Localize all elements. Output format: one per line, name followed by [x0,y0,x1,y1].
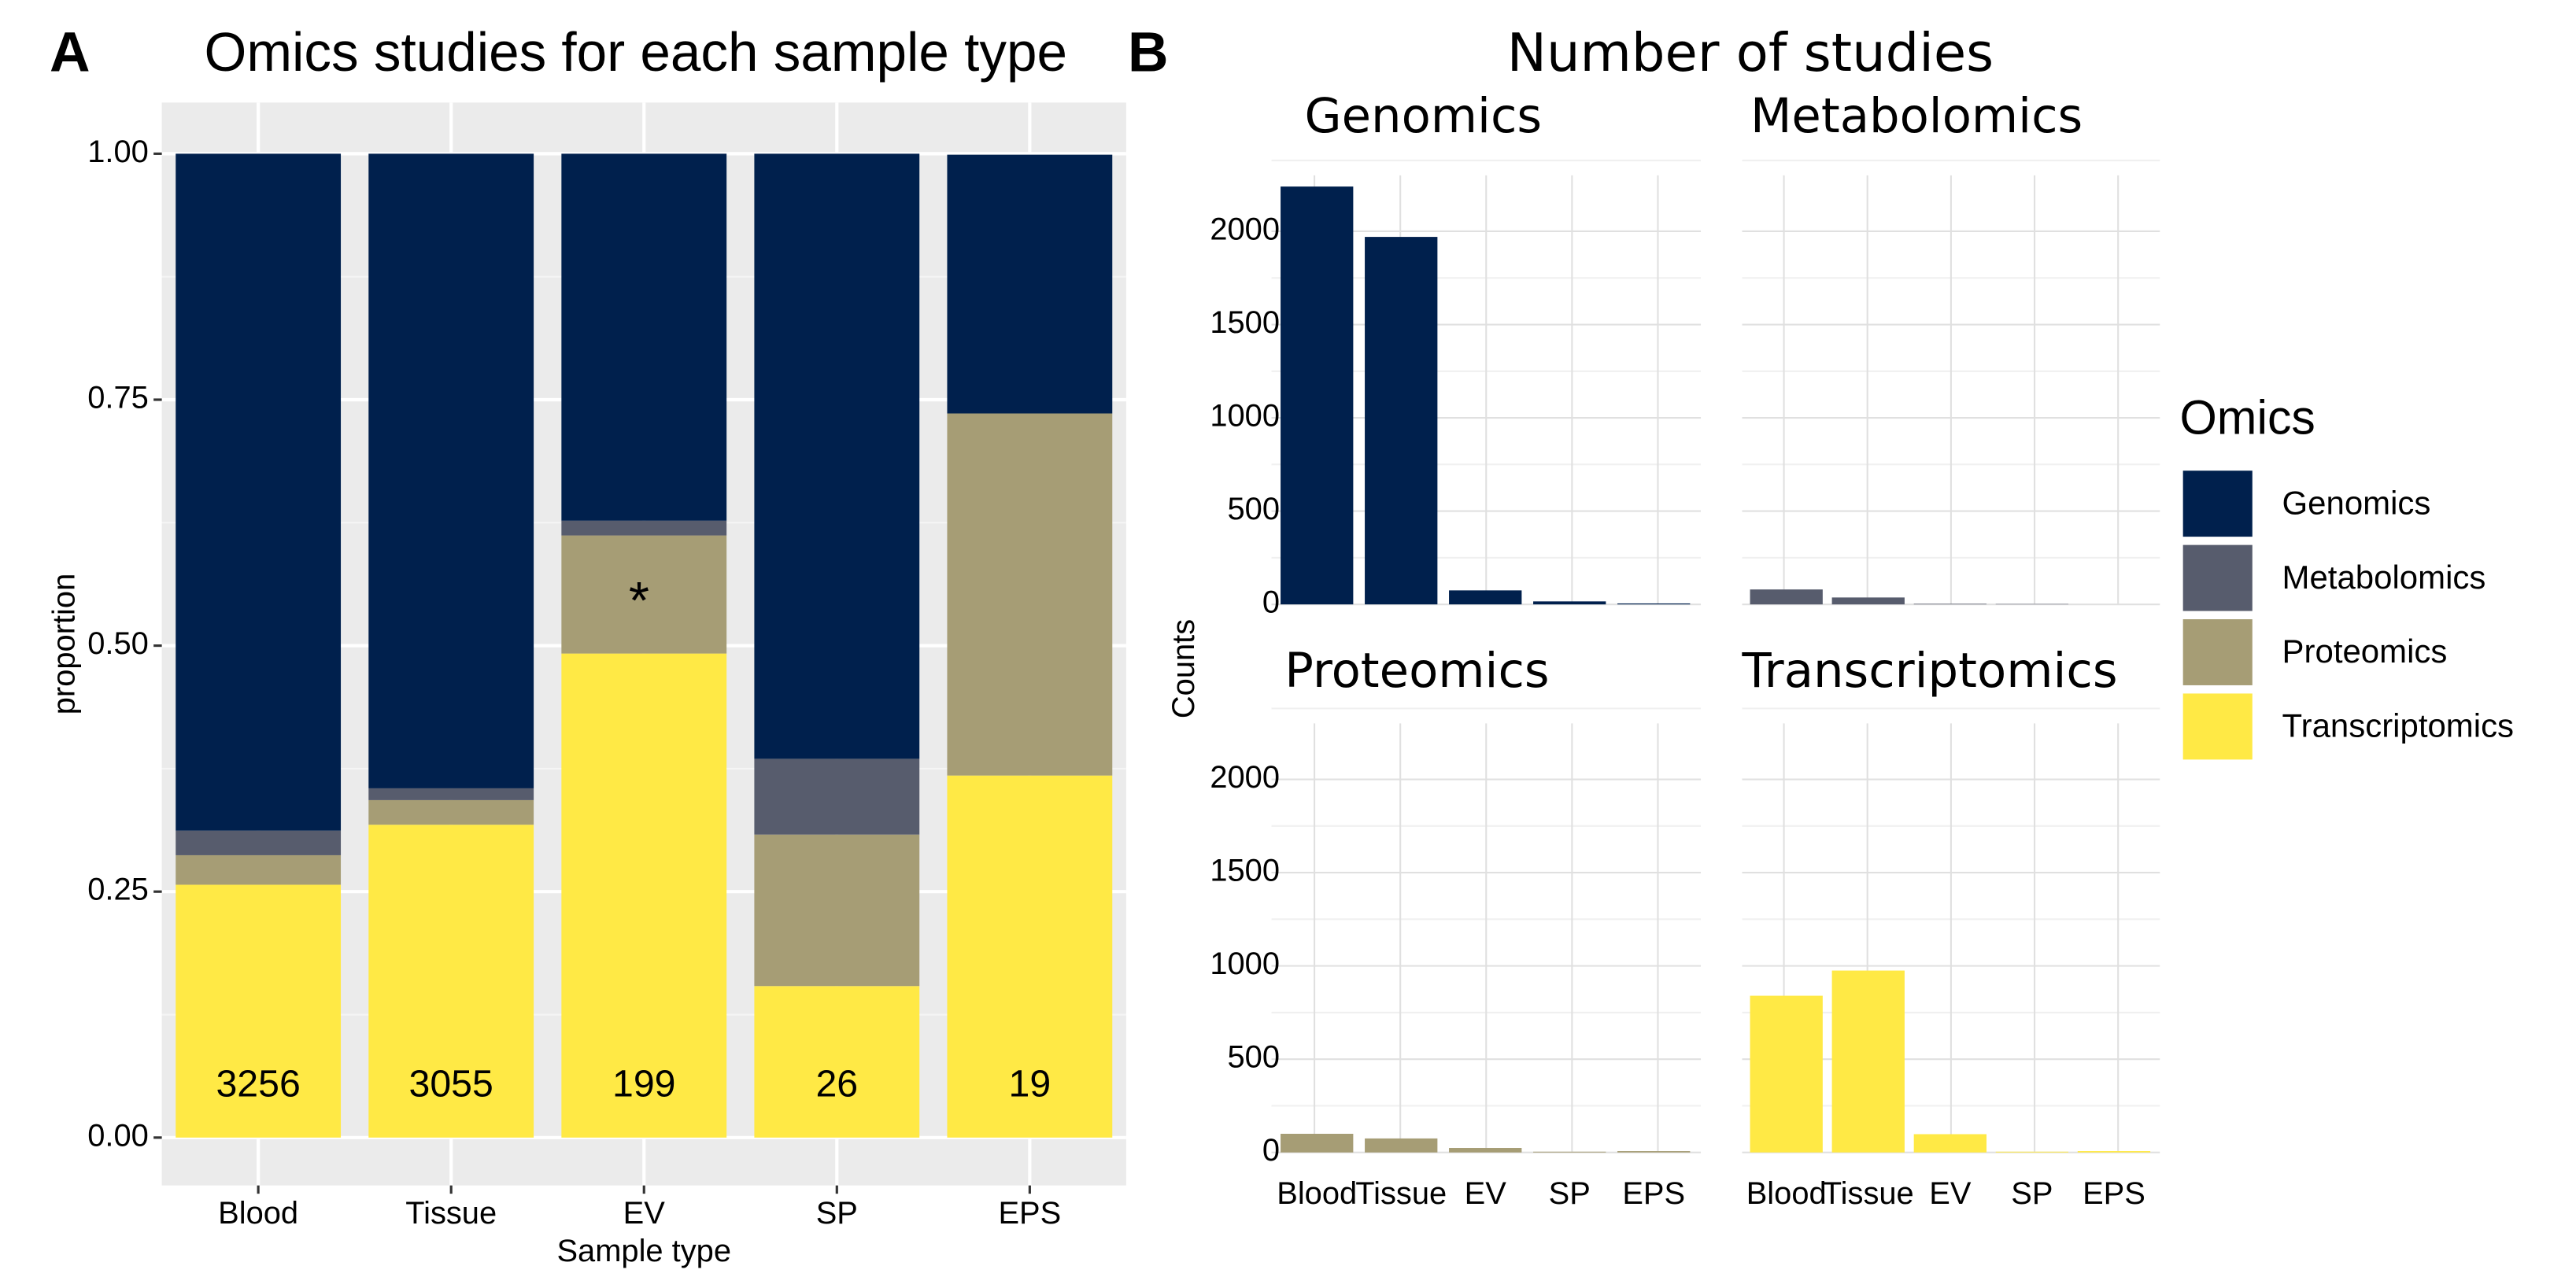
legend-key [2182,693,2253,760]
total-label: 19 [1009,1063,1051,1105]
legend-key [2182,471,2253,537]
panel-label: B [1128,20,1169,83]
total-label: 3256 [216,1063,300,1105]
bar [1617,1151,1691,1153]
bar-segment [754,834,920,987]
x-tick-label: SP [2011,1176,2053,1211]
bar [1449,1148,1522,1153]
chart-title: Number of studies [1507,22,1994,83]
y-tick-label: 0 [1262,1133,1280,1168]
bar [1831,970,1905,1153]
chart-title: Omics studies for each sample type [205,21,1067,83]
y-tick-label: 2000 [1210,212,1280,247]
x-tick-label: Tissue [1823,1176,1914,1211]
x-tick-label: EPS [2083,1176,2145,1211]
bar [2077,1151,2151,1153]
bar-segment [947,413,1113,776]
x-tick-label: SP [1549,1176,1591,1211]
legend-label: Genomics [2282,484,2431,521]
y-tick-label: 1000 [1210,947,1280,981]
bar-segment [947,775,1113,1138]
legend-key [2182,619,2253,685]
x-tick-label: Blood [1277,1176,1357,1211]
x-axis-title: Sample type [556,1234,731,1268]
y-tick-label: 0 [1262,585,1280,620]
bar [1831,597,1905,605]
bar-segment [176,830,342,855]
bar [1750,589,1823,605]
x-tick-label: Blood [218,1196,298,1231]
y-tick-label: 500 [1227,492,1280,526]
bar [1533,601,1606,605]
x-tick-label: EV [1465,1176,1507,1211]
x-tick-label: EV [1929,1176,1972,1211]
x-tick-label: EPS [1622,1176,1685,1211]
y-tick-label: 500 [1227,1040,1280,1075]
facet-title: Transcriptomics [1741,644,2117,699]
bar-segment [176,153,342,831]
bar-segment [368,788,534,800]
bar-segment [561,520,727,536]
y-tick-label: 1500 [1210,305,1280,340]
facet-title: Genomics [1304,89,1542,144]
panel-label: A [50,20,91,83]
x-tick-label: Blood [1746,1176,1827,1211]
facet-title: Proteomics [1284,644,1549,699]
bar [1449,590,1522,605]
x-tick-label: Tissue [1355,1176,1447,1211]
bar [1281,186,1354,605]
bar-segment [368,825,534,1138]
total-label: 199 [612,1063,676,1105]
bar [1995,1151,2069,1153]
bar [1281,1133,1354,1153]
y-tick-label: 0.50 [87,626,149,661]
x-tick-label: Tissue [405,1196,497,1231]
y-axis-title: proportion [46,574,81,714]
total-label: 26 [815,1063,858,1105]
bar-segment [754,758,920,835]
legend-title: Omics [2179,390,2315,444]
y-axis-title: Counts [1166,619,1201,718]
bar-segment [368,153,534,788]
x-tick-label: EPS [998,1196,1061,1231]
bar [1750,995,1823,1153]
y-tick-label: 1000 [1210,399,1280,434]
bar-segment [561,535,727,654]
y-tick-label: 0.00 [87,1118,149,1153]
y-tick-label: 2000 [1210,760,1280,795]
bar-segment [176,854,342,885]
annotation: * [629,571,649,630]
y-tick-label: 1500 [1210,854,1280,888]
bar [1365,237,1438,605]
bar-segment [561,153,727,521]
bar [1913,603,1987,605]
bar [1617,603,1691,605]
y-tick-label: 0.25 [87,873,149,907]
bar [1913,1134,1987,1153]
x-tick-label: EV [623,1196,666,1231]
bar-segment [561,653,727,1138]
bar-segment [368,799,534,825]
bar [1365,1138,1438,1153]
bar-segment [754,986,920,1138]
y-tick-label: 0.75 [87,381,149,415]
facet-title: Metabolomics [1750,89,2083,144]
legend-label: Metabolomics [2282,559,2486,596]
legend-key [2182,544,2253,611]
y-tick-label: 1.00 [87,135,149,169]
bar [1533,1151,1606,1153]
legend-label: Transcriptomics [2282,707,2515,744]
bar-segment [176,884,342,1138]
total-label: 3055 [409,1063,493,1105]
legend-label: Proteomics [2282,633,2448,670]
x-tick-label: SP [816,1196,858,1231]
bar-segment [947,154,1113,414]
bar-segment [754,153,920,759]
